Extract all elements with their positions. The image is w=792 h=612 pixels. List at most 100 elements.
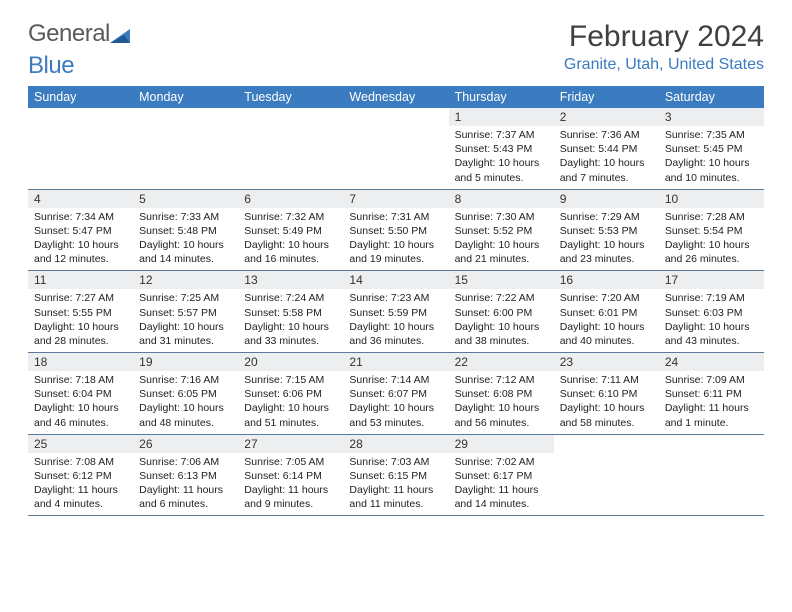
day-number-cell: 25 [28,434,133,453]
sunrise-line: Sunrise: 7:31 AM [349,210,442,224]
day-number-cell: 26 [133,434,238,453]
sunset-line: Sunset: 5:55 PM [34,306,127,320]
sunset-line: Sunset: 6:13 PM [139,469,232,483]
daylight-line2: and 28 minutes. [34,334,127,348]
month-title: February 2024 [564,20,764,54]
day-number-cell [28,108,133,126]
logo-text: GeneralBlue [28,20,132,80]
sunrise-line: Sunrise: 7:27 AM [34,291,127,305]
day-number-cell: 10 [659,189,764,208]
day-content-cell: Sunrise: 7:23 AMSunset: 5:59 PMDaylight:… [343,289,448,352]
day-number-cell: 11 [28,271,133,290]
sunset-line: Sunset: 6:05 PM [139,387,232,401]
content-row: Sunrise: 7:18 AMSunset: 6:04 PMDaylight:… [28,371,764,434]
day-number-cell: 2 [554,108,659,126]
day-number-cell [659,434,764,453]
sunrise-line: Sunrise: 7:14 AM [349,373,442,387]
day-content-cell: Sunrise: 7:18 AMSunset: 6:04 PMDaylight:… [28,371,133,434]
day-content-cell: Sunrise: 7:24 AMSunset: 5:58 PMDaylight:… [238,289,343,352]
sunset-line: Sunset: 6:00 PM [455,306,548,320]
day-content-cell: Sunrise: 7:05 AMSunset: 6:14 PMDaylight:… [238,453,343,516]
daylight-line2: and 9 minutes. [244,497,337,511]
daylight-line: Daylight: 10 hours [455,401,548,415]
daylight-line: Daylight: 10 hours [560,156,653,170]
content-row: Sunrise: 7:34 AMSunset: 5:47 PMDaylight:… [28,208,764,271]
day-content-cell: Sunrise: 7:12 AMSunset: 6:08 PMDaylight:… [449,371,554,434]
day-number-cell: 13 [238,271,343,290]
sunset-line: Sunset: 5:50 PM [349,224,442,238]
day-number-cell: 12 [133,271,238,290]
day-content-cell: Sunrise: 7:30 AMSunset: 5:52 PMDaylight:… [449,208,554,271]
daylight-line2: and 58 minutes. [560,416,653,430]
weekday-header: Tuesday [238,86,343,108]
day-content-cell: Sunrise: 7:09 AMSunset: 6:11 PMDaylight:… [659,371,764,434]
weekday-header: Saturday [659,86,764,108]
sunrise-line: Sunrise: 7:18 AM [34,373,127,387]
daylight-line2: and 38 minutes. [455,334,548,348]
day-content-cell: Sunrise: 7:28 AMSunset: 5:54 PMDaylight:… [659,208,764,271]
day-content-cell: Sunrise: 7:22 AMSunset: 6:00 PMDaylight:… [449,289,554,352]
location: Granite, Utah, United States [564,56,764,74]
daylight-line: Daylight: 10 hours [139,401,232,415]
sunset-line: Sunset: 5:59 PM [349,306,442,320]
day-content-cell: Sunrise: 7:33 AMSunset: 5:48 PMDaylight:… [133,208,238,271]
day-number-cell: 7 [343,189,448,208]
content-row: Sunrise: 7:37 AMSunset: 5:43 PMDaylight:… [28,126,764,189]
weekday-header: Monday [133,86,238,108]
sunset-line: Sunset: 5:45 PM [665,142,758,156]
sunrise-line: Sunrise: 7:19 AM [665,291,758,305]
daylight-line2: and 21 minutes. [455,252,548,266]
sunrise-line: Sunrise: 7:30 AM [455,210,548,224]
day-content-cell: Sunrise: 7:08 AMSunset: 6:12 PMDaylight:… [28,453,133,516]
sunrise-line: Sunrise: 7:33 AM [139,210,232,224]
day-number-cell: 23 [554,353,659,372]
sunrise-line: Sunrise: 7:09 AM [665,373,758,387]
sunrise-line: Sunrise: 7:24 AM [244,291,337,305]
daylight-line2: and 4 minutes. [34,497,127,511]
sunrise-line: Sunrise: 7:20 AM [560,291,653,305]
content-row: Sunrise: 7:08 AMSunset: 6:12 PMDaylight:… [28,453,764,516]
daylight-line: Daylight: 10 hours [560,238,653,252]
daynum-row: 11121314151617 [28,271,764,290]
day-content-cell: Sunrise: 7:02 AMSunset: 6:17 PMDaylight:… [449,453,554,516]
sunrise-line: Sunrise: 7:03 AM [349,455,442,469]
sunset-line: Sunset: 5:54 PM [665,224,758,238]
sunset-line: Sunset: 6:15 PM [349,469,442,483]
day-content-cell: Sunrise: 7:36 AMSunset: 5:44 PMDaylight:… [554,126,659,189]
triangle-icon [110,24,132,52]
day-content-cell [238,126,343,189]
sunset-line: Sunset: 5:48 PM [139,224,232,238]
sunrise-line: Sunrise: 7:28 AM [665,210,758,224]
sunrise-line: Sunrise: 7:34 AM [34,210,127,224]
daylight-line: Daylight: 10 hours [560,320,653,334]
sunset-line: Sunset: 6:12 PM [34,469,127,483]
daylight-line: Daylight: 11 hours [455,483,548,497]
daylight-line: Daylight: 10 hours [665,156,758,170]
sunset-line: Sunset: 5:58 PM [244,306,337,320]
daylight-line2: and 23 minutes. [560,252,653,266]
day-number-cell: 21 [343,353,448,372]
daylight-line2: and 1 minute. [665,416,758,430]
daylight-line: Daylight: 10 hours [34,320,127,334]
sunset-line: Sunset: 5:49 PM [244,224,337,238]
daylight-line2: and 26 minutes. [665,252,758,266]
daylight-line: Daylight: 10 hours [665,238,758,252]
day-number-cell: 19 [133,353,238,372]
daylight-line: Daylight: 11 hours [34,483,127,497]
sunset-line: Sunset: 6:10 PM [560,387,653,401]
daylight-line2: and 11 minutes. [349,497,442,511]
weekday-header: Sunday [28,86,133,108]
day-content-cell: Sunrise: 7:20 AMSunset: 6:01 PMDaylight:… [554,289,659,352]
day-content-cell: Sunrise: 7:16 AMSunset: 6:05 PMDaylight:… [133,371,238,434]
day-content-cell: Sunrise: 7:11 AMSunset: 6:10 PMDaylight:… [554,371,659,434]
sunrise-line: Sunrise: 7:25 AM [139,291,232,305]
daylight-line: Daylight: 10 hours [349,238,442,252]
daynum-row: 45678910 [28,189,764,208]
daylight-line2: and 31 minutes. [139,334,232,348]
daylight-line2: and 16 minutes. [244,252,337,266]
day-content-cell: Sunrise: 7:06 AMSunset: 6:13 PMDaylight:… [133,453,238,516]
daylight-line: Daylight: 10 hours [244,238,337,252]
day-number-cell: 20 [238,353,343,372]
sunrise-line: Sunrise: 7:16 AM [139,373,232,387]
sunset-line: Sunset: 6:01 PM [560,306,653,320]
